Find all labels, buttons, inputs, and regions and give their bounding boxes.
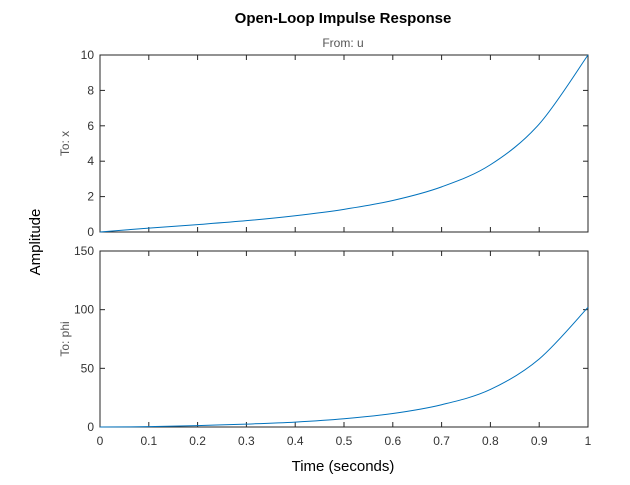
- y-tick-label: 4: [87, 154, 94, 168]
- y-tick-label: 150: [74, 244, 94, 258]
- x-tick-label: 1: [585, 434, 592, 448]
- x-tick-label: 0.7: [433, 434, 450, 448]
- y-tick-label: 0: [87, 225, 94, 239]
- y-tick-label: 10: [81, 48, 95, 62]
- x-tick-label: 0.8: [482, 434, 499, 448]
- x-tick-label: 0.5: [336, 434, 353, 448]
- x-axis-label: Time (seconds): [292, 458, 395, 475]
- y-tick-label: 50: [81, 361, 95, 375]
- y-axis-label: Amplitude: [27, 209, 44, 276]
- x-tick-label: 0.3: [238, 434, 255, 448]
- panel-to-phi: To: phi 0 50 100 150: [58, 244, 589, 434]
- x-tick-label: 0.6: [384, 434, 401, 448]
- y-tick-label: 100: [74, 303, 94, 317]
- plot-area-to-x: [99, 54, 589, 233]
- x-tick-label: 0.4: [287, 434, 304, 448]
- y-tick-label: 8: [87, 83, 94, 97]
- x-tick-label: 0.9: [531, 434, 548, 448]
- y-tick-label: 6: [87, 119, 94, 133]
- x-tick-label: 0.2: [189, 434, 206, 448]
- plot-area-to-phi: [99, 250, 589, 428]
- input-label: From: u: [322, 36, 363, 50]
- ticks-to-x: 0 2 4 6 8 10: [81, 48, 589, 239]
- series-line-to-phi: [99, 306, 589, 428]
- x-tick-label: 0: [97, 434, 104, 448]
- row-label-to-phi: To: phi: [58, 321, 72, 356]
- y-tick-label: 0: [87, 420, 94, 434]
- chart-title: Open-Loop Impulse Response: [235, 10, 452, 27]
- x-tick-labels: 0 0.1 0.2 0.3 0.4 0.5 0.6 0.7 0.8 0.9 1: [97, 434, 592, 448]
- y-tick-label: 2: [87, 190, 94, 204]
- panel-to-x: To: x 0 2 4 6 8 10: [58, 48, 589, 239]
- x-tick-label: 0.1: [140, 434, 157, 448]
- row-label-to-x: To: x: [58, 131, 72, 156]
- series-line-to-x: [99, 54, 589, 233]
